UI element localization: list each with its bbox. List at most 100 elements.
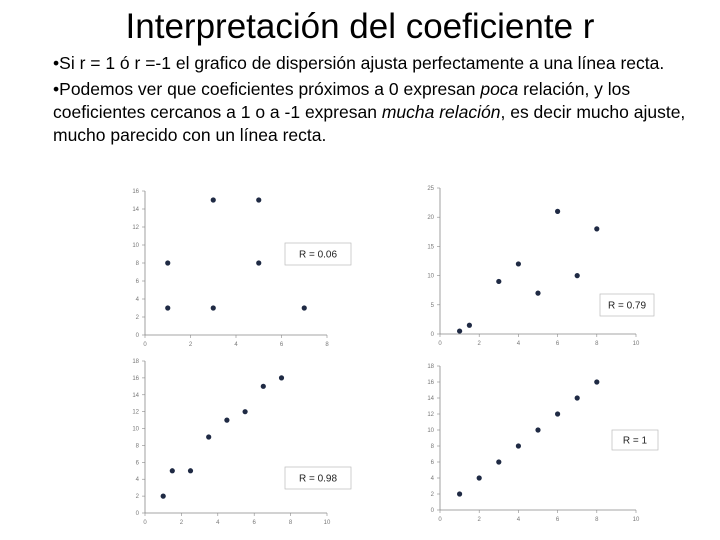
x-tick-label: 10: [633, 341, 640, 347]
r-annotation-box: [284, 242, 352, 266]
data-point: [555, 411, 561, 417]
x-tick-label: 2: [478, 341, 482, 347]
y-tick-label: 14: [427, 396, 434, 402]
x-tick-label: 8: [595, 341, 599, 347]
data-point: [242, 409, 248, 415]
data-point: [594, 226, 600, 232]
data-point: [256, 260, 262, 266]
x-tick-label: 0: [143, 520, 147, 526]
x-tick-label: 6: [253, 520, 257, 526]
data-point: [515, 261, 521, 267]
y-tick-label: 12: [132, 225, 139, 231]
data-point: [457, 328, 463, 334]
bullet-marker: •: [53, 53, 60, 73]
y-tick-label: 10: [427, 274, 434, 280]
bullet-list: •Si r = 1 ó r =-1 el grafico de dispersi…: [53, 52, 703, 150]
y-tick-label: 4: [431, 476, 435, 482]
y-tick-label: 2: [136, 494, 140, 500]
r-annotation-box: [284, 466, 352, 490]
x-tick-label: 2: [478, 517, 482, 523]
y-tick-label: 8: [431, 444, 435, 450]
y-tick-label: 0: [136, 333, 140, 339]
bullet-text: relación, y los coeficientes cercanos a …: [53, 79, 631, 122]
scatter-chart-r079: 0 5 10 15 20 25 0 2 4 6 8 10 R = 0.79: [427, 186, 655, 347]
r-annotation-label: R = 0.79: [608, 301, 647, 312]
y-tick-label: 16: [132, 189, 139, 195]
x-tick-label: 10: [633, 517, 640, 523]
y-tick-label: 6: [136, 460, 140, 466]
y-tick-label: 4: [136, 297, 140, 303]
bullet-marker: •: [53, 79, 60, 99]
y-tick-label: 6: [431, 460, 435, 466]
data-point: [535, 427, 541, 433]
data-point: [260, 383, 266, 389]
x-tick-label: 4: [216, 520, 220, 526]
y-tick-label: 2: [431, 492, 435, 498]
data-point: [594, 379, 600, 385]
r-annotation-box: [611, 429, 659, 451]
x-tick-label: 6: [556, 341, 560, 347]
data-point: [278, 375, 285, 381]
x-tick-label: 4: [517, 341, 521, 347]
y-tick-label: 5: [431, 303, 435, 309]
y-tick-label: 12: [132, 410, 139, 416]
y-tick-label: 14: [132, 207, 139, 213]
x-tick-label: 6: [280, 342, 284, 348]
data-point: [165, 305, 171, 311]
scatter-panel-r079: 0 5 10 15 20 25 0 2 4 6 8 10 R = 0.79: [400, 180, 668, 356]
x-tick-label: 6: [556, 517, 560, 523]
bullet-item: •Podemos ver que coeficientes próximos a…: [53, 78, 703, 147]
y-tick-label: 0: [136, 511, 140, 517]
x-tick-label: 8: [595, 517, 599, 523]
bullet-text-italic: mucha relación: [381, 102, 501, 122]
scatter-panel-r098: 0 2 4 6 8 10 12 14 16 18 0 2 4 6 8 10 R = 0.98: [95, 355, 357, 530]
y-tick-label: 6: [136, 279, 140, 285]
scatter-chart-r1: 0 2 4 6 8 10 12 14 16 18 0 2 4 6 8 10 R = 1: [427, 364, 659, 523]
y-tick-label: 18: [132, 359, 139, 365]
r-annotation-label: R = 0.98: [299, 474, 338, 485]
data-point: [457, 491, 463, 497]
data-point: [555, 208, 561, 214]
r-annotation-label: R = 1: [623, 436, 648, 447]
scatter-panel-r1: 0 2 4 6 8 10 12 14 16 18 0 2 4 6 8 10 R = 1: [400, 358, 668, 536]
x-tick-label: 8: [325, 342, 329, 348]
data-point: [476, 475, 482, 481]
data-point: [256, 197, 262, 203]
y-tick-label: 10: [132, 427, 139, 433]
r-annotation-box: [599, 293, 655, 317]
bullet-text-italic: poca: [480, 79, 519, 99]
y-tick-label: 10: [427, 428, 434, 434]
data-point: [169, 468, 175, 474]
y-tick-label: 18: [427, 364, 434, 370]
data-point: [160, 493, 166, 499]
y-tick-label: 8: [136, 261, 140, 267]
data-point: [466, 322, 472, 328]
y-tick-label: 8: [136, 443, 140, 449]
x-tick-label: 10: [324, 520, 331, 526]
bullet-text: Podemos ver que coeficientes próximos a …: [59, 79, 481, 99]
bullet-text: Si r = 1 ó r =-1 el grafico de dispersió…: [59, 53, 665, 73]
scatter-chart-r098: 0 2 4 6 8 10 12 14 16 18 0 2 4 6 8 10 R = 0.98: [132, 359, 352, 526]
data-point: [165, 260, 171, 266]
y-tick-label: 16: [427, 380, 434, 386]
data-point: [496, 459, 502, 465]
y-tick-label: 2: [136, 315, 140, 321]
x-tick-label: 0: [438, 517, 442, 523]
y-tick-label: 14: [132, 393, 139, 399]
y-tick-label: 12: [427, 412, 434, 418]
data-point: [187, 468, 194, 474]
x-tick-label: 4: [517, 517, 521, 523]
y-tick-label: 0: [431, 332, 435, 338]
bullet-item: •Si r = 1 ó r =-1 el grafico de dispersi…: [53, 52, 703, 75]
x-tick-label: 8: [289, 520, 293, 526]
data-point: [224, 417, 230, 423]
y-tick-label: 10: [132, 243, 139, 249]
scatter-panel-r006: 0 2 4 6 8 10 12 14 16 0 2 4 6 8 R = 0.06: [95, 183, 357, 353]
scatter-chart-r006: 0 2 4 6 8 10 12 14 16 0 2 4 6 8 R = 0.06: [132, 189, 352, 348]
data-point: [515, 443, 521, 449]
x-tick-label: 4: [234, 342, 238, 348]
y-tick-label: 15: [427, 244, 434, 250]
y-tick-label: 4: [136, 477, 140, 483]
data-point: [210, 197, 216, 203]
data-point: [535, 290, 541, 296]
